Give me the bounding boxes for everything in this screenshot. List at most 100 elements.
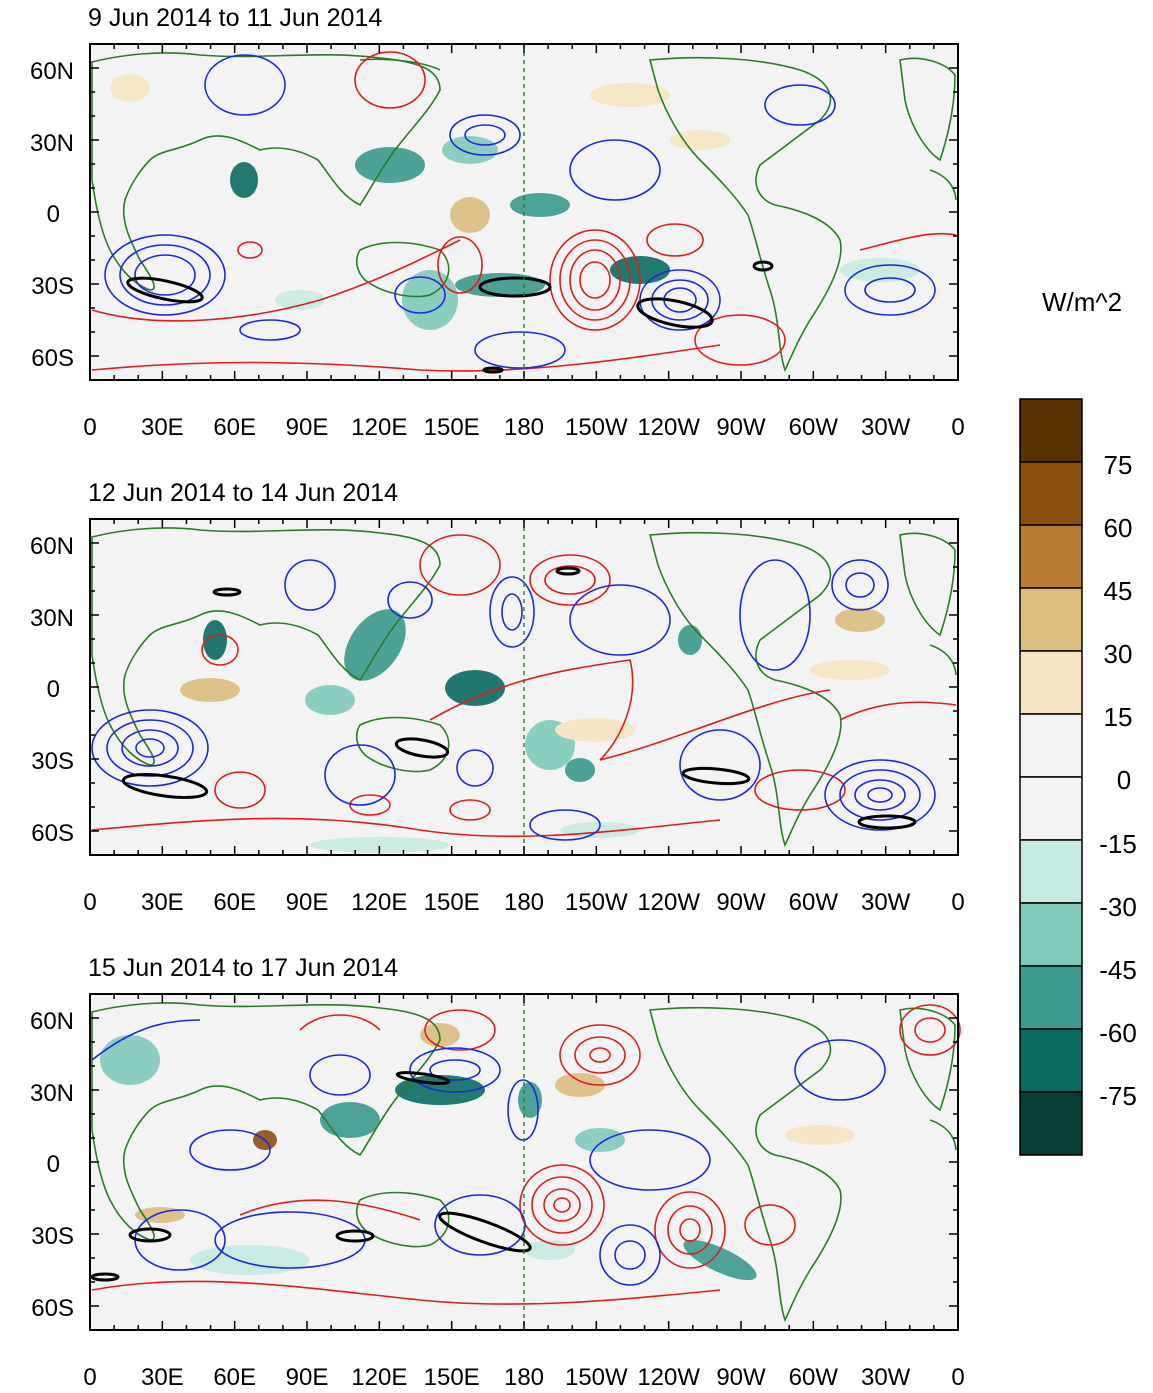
panel-3-positive-contours	[91, 1004, 961, 1305]
panel-1-significance-outlines	[126, 260, 774, 374]
panel-1-x-tick-label: 0	[951, 414, 964, 441]
panel-1-x-tick-label: 180	[504, 414, 544, 441]
panel-1: 9 Jun 2014 to 11 Jun 2014	[30, 4, 965, 441]
panel-3-y-tick-60S: 60S	[31, 1295, 74, 1322]
colorbar-label-60: 60	[1104, 513, 1133, 543]
panel-3-significance-outlines	[90, 1071, 532, 1282]
panel-1-x-tick-label: 120E	[351, 414, 407, 441]
panel-3-x-tick-label: 0	[83, 1364, 96, 1391]
panel-2-y-labels: 60N 30N 0 30S 60S	[30, 533, 74, 847]
panel-2-olr-shading	[180, 608, 890, 853]
panel-3-x-tick-label: 120E	[351, 1364, 407, 1391]
panel-2-x-tick-label: 60E	[213, 889, 256, 916]
panel-3-x-tick-label: 60E	[213, 1364, 256, 1391]
panel-1-x-labels: 0 30E 60E 90E 120E 150E 180 150W 120W 90W 60W 30W 0	[83, 414, 964, 441]
panel-1-ticks	[89, 44, 959, 380]
panel-2-x-tick-label: 150E	[424, 889, 480, 916]
colorbar-swatch	[1019, 965, 1083, 1030]
panel-3-x-labels: 0 30E 60E 90E 120E 150E 180 150W 120W 90W 60W 30W 0	[83, 1364, 964, 1391]
colorbar-labels: 75 60 45 30 15 0 -15 -30 -45 -60 -75	[1099, 450, 1137, 1111]
panel-2-x-tick-label: 120E	[351, 889, 407, 916]
colorbar-label-75: 75	[1104, 450, 1133, 480]
colorbar-swatch	[1019, 839, 1083, 904]
panel-2-x-tick-label: 60W	[789, 889, 839, 916]
colorbar-swatch	[1019, 650, 1083, 715]
panel-2-negative-contours	[91, 559, 936, 841]
colorbar-label-15: 15	[1104, 702, 1133, 732]
panel-3-x-tick-label: 60W	[789, 1364, 839, 1391]
panel-1-x-tick-label: 60E	[213, 414, 256, 441]
colorbar-swatch	[1019, 776, 1083, 841]
panel-2-y-tick-60N: 60N	[30, 533, 74, 560]
colorbar-swatch	[1019, 398, 1083, 463]
colorbar-label-45: 45	[1104, 576, 1133, 606]
colorbar-label-0: 0	[1117, 765, 1131, 795]
panel-2-x-tick-label: 180	[504, 889, 544, 916]
panel-2-x-tick-label: 90E	[286, 889, 329, 916]
colorbar-swatch	[1019, 1091, 1083, 1156]
panel-2-coastlines	[91, 527, 957, 848]
panel-1-x-tick-label: 60W	[789, 414, 839, 441]
panel-2-title: 12 Jun 2014 to 14 Jun 2014	[88, 479, 398, 507]
colorbar-label-minus-75: -75	[1099, 1081, 1137, 1111]
panel-1-y-labels: 60N 30N 0 30S 60S	[30, 58, 74, 372]
panel-2-x-tick-label: 150W	[565, 889, 628, 916]
panel-1-y-tick-60N: 60N	[30, 58, 74, 85]
panel-2-y-tick-30N: 30N	[30, 605, 74, 632]
panel-1-x-tick-label: 0	[83, 414, 96, 441]
colorbar-swatch	[1019, 587, 1083, 652]
panel-1-y-tick-30S: 30S	[31, 273, 74, 300]
panel-2-y-tick-60S: 60S	[31, 820, 74, 847]
panel-2-positive-contours	[91, 534, 957, 838]
panel-2-x-tick-label: 120W	[637, 889, 700, 916]
panel-3-negative-contours	[91, 1019, 886, 1286]
colorbar-label-minus-15: -15	[1099, 829, 1137, 859]
panel-2: 12 Jun 2014 to 14 Jun 2014	[30, 479, 965, 916]
panel-3-x-tick-label: 30W	[861, 1364, 911, 1391]
panel-3-y-tick-30N: 30N	[30, 1080, 74, 1107]
panel-1-x-tick-label: 150E	[424, 414, 480, 441]
panel-3-x-tick-label: 30E	[141, 1364, 184, 1391]
panel-3-x-tick-label: 150E	[424, 1364, 480, 1391]
panel-1-x-tick-label: 30E	[141, 414, 184, 441]
panel-3-y-tick-0: 0	[47, 1151, 60, 1178]
panel-1-x-tick-label: 90E	[286, 414, 329, 441]
panel-1-y-tick-60S: 60S	[31, 345, 74, 372]
colorbar-swatch	[1019, 461, 1083, 526]
panel-1-title: 9 Jun 2014 to 11 Jun 2014	[88, 4, 382, 32]
panel-2-x-tick-label: 90W	[716, 889, 766, 916]
panel-2-x-labels: 0 30E 60E 90E 120E 150E 180 150W 120W 90W 60W 30W 0	[83, 889, 964, 916]
panel-3-x-tick-label: 0	[951, 1364, 964, 1391]
colorbar-swatch	[1019, 524, 1083, 589]
panel-1-x-tick-label: 30W	[861, 414, 911, 441]
panel-2-y-tick-30S: 30S	[31, 748, 74, 775]
panel-2-x-tick-label: 30E	[141, 889, 184, 916]
panel-3-y-tick-30S: 30S	[31, 1223, 74, 1250]
panel-3-x-tick-label: 90W	[716, 1364, 766, 1391]
panel-2-x-tick-label: 0	[951, 889, 964, 916]
colorbar-swatches	[1019, 398, 1083, 1156]
panel-1-x-tick-label: 90W	[716, 414, 766, 441]
panel-3-x-tick-label: 90E	[286, 1364, 329, 1391]
panel-3-x-tick-label: 120W	[637, 1364, 700, 1391]
panel-3-ticks	[89, 994, 959, 1330]
panel-2-x-tick-label: 0	[83, 889, 96, 916]
colorbar-swatch	[1019, 1028, 1083, 1093]
panel-1-positive-contours	[91, 51, 957, 372]
panel-2-y-tick-0: 0	[47, 676, 60, 703]
colorbar-units: W/m^2	[1042, 287, 1122, 317]
panel-3-coastlines	[91, 1002, 957, 1323]
panel-3-x-tick-label: 180	[504, 1364, 544, 1391]
panel-3-y-labels: 60N 30N 0 30S 60S	[30, 1008, 74, 1322]
panel-2-x-tick-label: 30W	[861, 889, 911, 916]
colorbar: W/m^2 75 60 45 30 15 0 -15 -30 -45 -60 -…	[1019, 287, 1137, 1156]
panel-1-negative-contours	[104, 54, 936, 369]
panel-2-significance-outlines	[121, 566, 917, 830]
panel-1-x-tick-label: 150W	[565, 414, 628, 441]
colorbar-label-30: 30	[1104, 639, 1133, 669]
panel-1-y-tick-0: 0	[47, 201, 60, 228]
panel-3-y-tick-60N: 60N	[30, 1008, 74, 1035]
colorbar-label-minus-30: -30	[1099, 892, 1137, 922]
colorbar-label-minus-60: -60	[1099, 1018, 1137, 1048]
